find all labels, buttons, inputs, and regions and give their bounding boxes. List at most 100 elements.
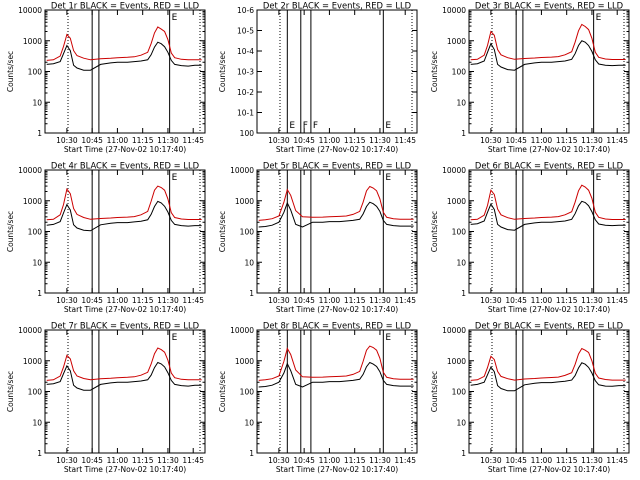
chart-title: Det 9r BLACK = Events, RED = LLD — [475, 321, 623, 331]
y-tick-label: 10 — [32, 98, 42, 107]
x-tick-label: 11:15 — [344, 296, 366, 305]
x-tick-label: 11:45 — [182, 136, 204, 145]
series-line-events — [258, 201, 414, 228]
x-tick-label: 10:30 — [480, 136, 502, 145]
x-axis: 10:30 10:45 11:00 11:15 11:30 11:45 — [268, 170, 416, 305]
chart-panel-7: Det 7r BLACK = Events, RED = LLD 1 10 100 10… — [6, 321, 206, 474]
y-tick-label: 1000 — [23, 197, 42, 206]
x-tick-label: 10:30 — [56, 136, 78, 145]
x-tick-label: 10:30 — [268, 456, 290, 465]
y-tick-label: 10000 — [230, 326, 254, 335]
y-tick-label: 100 — [452, 68, 467, 77]
x-tick-label: 10:45 — [505, 296, 527, 305]
marker-label: E — [385, 173, 391, 183]
y-tick-label: 1000 — [23, 37, 42, 46]
plot-frame — [44, 329, 206, 454]
chart-panel-6: Det 6r BLACK = Events, RED = LLD 1 10 100 10… — [430, 161, 630, 314]
marker-label: E — [289, 121, 295, 131]
y-tick-label: 10-4 — [237, 47, 254, 56]
series-line-events — [46, 41, 202, 71]
x-tick-label: 11:30 — [369, 296, 391, 305]
series-line-events — [258, 361, 414, 388]
y-axis-label: Counts/sec — [430, 371, 439, 412]
series-line-events — [470, 200, 626, 231]
x-tick-label: 11:30 — [369, 136, 391, 145]
y-tick-label: 100 — [28, 228, 43, 237]
y-tick-label: 10000 — [442, 166, 466, 175]
chart-title: Det 1r BLACK = Events, RED = LLD — [51, 1, 199, 11]
marker-label: E — [172, 333, 178, 343]
y-axis: 1 10 100 1000 10000 — [18, 326, 205, 458]
y-tick-label: 1000 — [447, 197, 466, 206]
x-axis-label: Start Time (27-Nov-02 10:17:40) — [276, 145, 398, 154]
chart-panel-1: Det 1r BLACK = Events, RED = LLD 1 10 100 10… — [6, 1, 206, 154]
y-axis-label: Counts/sec — [218, 51, 227, 92]
x-tick-label: 11:30 — [369, 456, 391, 465]
y-tick-label: 10 — [456, 98, 466, 107]
y-tick-label: 10-3 — [237, 68, 254, 77]
series-line-lld — [470, 184, 626, 221]
y-tick-label: 10-6 — [237, 6, 254, 15]
y-tick-label: 1 — [461, 129, 466, 138]
marker-label: F — [313, 121, 318, 131]
y-axis-label: Counts/sec — [6, 211, 15, 252]
y-tick-label: 1000 — [235, 357, 254, 366]
y-tick-label: 1 — [249, 289, 254, 298]
plot-frame — [256, 9, 418, 134]
x-tick-label: 11:15 — [556, 456, 578, 465]
series-line-events — [46, 361, 202, 391]
y-axis: 1 10 100 1000 10000 — [442, 6, 629, 138]
series-line-lld — [46, 185, 202, 221]
marker-label: E — [596, 173, 602, 183]
y-tick-label: 10 — [32, 258, 42, 267]
x-tick-label: 10:45 — [293, 296, 315, 305]
y-tick-label: 100 — [28, 68, 43, 77]
x-axis-label: Start Time (27-Nov-02 10:17:40) — [64, 145, 186, 154]
x-tick-label: 11:15 — [344, 456, 366, 465]
y-tick-label: 100 — [240, 388, 255, 397]
x-axis: 10:30 10:45 11:00 11:15 11:30 11:45 — [268, 330, 416, 465]
y-tick-label: 10000 — [18, 166, 42, 175]
marker-label: F — [303, 121, 308, 131]
x-axis: 10:30 10:45 11:00 11:15 11:30 11:45 — [56, 10, 204, 145]
x-axis: 10:30 10:45 11:00 11:15 11:30 11:45 — [268, 10, 416, 145]
x-tick-label: 11:00 — [531, 136, 553, 145]
x-axis: 10:30 10:45 11:00 11:15 11:30 11:45 — [480, 170, 628, 305]
x-tick-label: 11:45 — [394, 456, 416, 465]
y-tick-label: 100 — [452, 388, 467, 397]
y-tick-label: 10 — [456, 258, 466, 267]
marker-label: E — [172, 173, 178, 183]
y-tick-label: 100 — [452, 228, 467, 237]
y-tick-label: 1000 — [447, 37, 466, 46]
x-tick-label: 11:15 — [556, 136, 578, 145]
chart-panel-4: Det 4r BLACK = Events, RED = LLD 1 10 100 10… — [6, 161, 206, 314]
y-axis-label: Counts/sec — [6, 51, 15, 92]
marker-label: E — [596, 13, 602, 23]
x-tick-label: 11:15 — [344, 136, 366, 145]
series-line-lld — [46, 26, 202, 61]
x-axis-label: Start Time (27-Nov-02 10:17:40) — [64, 305, 186, 314]
y-tick-label: 10000 — [230, 166, 254, 175]
x-tick-label: 10:30 — [268, 136, 290, 145]
x-tick-label: 11:45 — [606, 296, 628, 305]
plot-frame — [468, 169, 630, 294]
chart-panel-9: Det 9r BLACK = Events, RED = LLD 1 10 100 10… — [430, 321, 630, 474]
x-tick-label: 10:45 — [293, 456, 315, 465]
x-axis: 10:30 10:45 11:00 11:15 11:30 11:45 — [480, 330, 628, 465]
chart-title: Det 3r BLACK = Events, RED = LLD — [475, 1, 623, 11]
chart-panel-5: Det 5r BLACK = Events, RED = LLD 1 10 100 10… — [218, 161, 418, 314]
x-tick-label: 11:00 — [107, 456, 129, 465]
x-axis-label: Start Time (27-Nov-02 10:17:40) — [488, 145, 610, 154]
chart-title: Det 6r BLACK = Events, RED = LLD — [475, 161, 623, 171]
y-axis-label: Counts/sec — [6, 371, 15, 412]
x-tick-label: 10:30 — [480, 456, 502, 465]
chart-title: Det 8r BLACK = Events, RED = LLD — [263, 321, 411, 331]
x-tick-label: 11:30 — [157, 456, 179, 465]
series-line-lld — [258, 345, 414, 381]
y-tick-label: 10-1 — [237, 109, 254, 118]
marker-label: E — [385, 121, 391, 131]
y-axis: 1 10 100 1000 10000 — [230, 166, 417, 298]
y-tick-label: 1 — [37, 129, 42, 138]
x-tick-label: 11:45 — [394, 136, 416, 145]
